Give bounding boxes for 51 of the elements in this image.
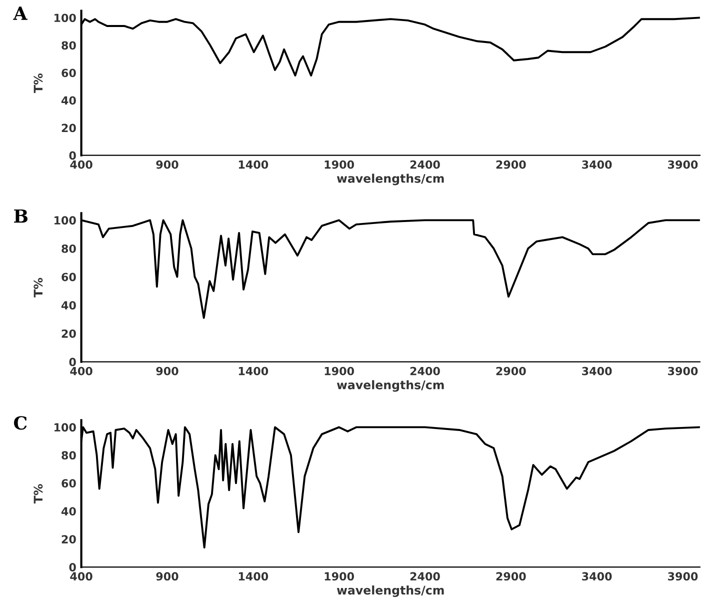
x-tick-label: 2900 — [496, 572, 526, 581]
y-tick-label: 100 — [54, 423, 76, 432]
x-tick-label: 2400 — [410, 160, 440, 169]
chart-title: A — [13, 6, 28, 20]
y-tick-label: 0 — [69, 151, 76, 160]
x-tick-label: 1900 — [324, 160, 354, 169]
x-tick-label: 1400 — [238, 160, 268, 169]
y-tick-label: 80 — [62, 244, 76, 253]
x-tick-label: 3400 — [582, 366, 612, 376]
x-tick-label: 900 — [156, 366, 178, 376]
x-tick-label: 900 — [156, 572, 178, 581]
y-tick-label: 80 — [62, 451, 76, 460]
y-axis-title: T% — [34, 484, 43, 504]
x-tick-label: 1900 — [324, 366, 354, 376]
x-tick-label: 3900 — [668, 160, 698, 169]
x-tick-label: 3900 — [668, 572, 698, 581]
x-tick-label: 2900 — [496, 366, 526, 376]
x-tick-label: 400 — [70, 366, 92, 376]
x-tick-label: 3900 — [668, 366, 698, 376]
x-axis-title: wavelengths/cm — [336, 174, 444, 186]
x-tick-label: 3400 — [582, 572, 612, 581]
y-tick-label: 60 — [62, 272, 76, 282]
x-tick-label: 400 — [70, 572, 92, 581]
y-tick-label: 20 — [62, 329, 76, 338]
x-tick-label: 2400 — [410, 572, 440, 581]
x-tick-label: 1400 — [238, 572, 268, 581]
y-tick-label: 100 — [54, 216, 76, 225]
y-axis-title: T% — [34, 74, 43, 93]
y-tick-label: 40 — [61, 96, 76, 105]
y-tick-label: 40 — [61, 507, 76, 516]
y-tick-label: 40 — [61, 301, 76, 310]
x-tick-label: 400 — [70, 160, 92, 169]
x-tick-label: 1400 — [238, 366, 268, 376]
y-tick-label: 100 — [54, 14, 76, 22]
y-tick-label: 20 — [62, 124, 76, 132]
x-tick-label: 2900 — [496, 160, 526, 169]
x-tick-label: 900 — [156, 160, 178, 169]
x-tick-label: 3400 — [582, 160, 612, 169]
x-axis-title: wavelengths/cm — [336, 380, 444, 392]
y-axis-title: T% — [34, 278, 43, 298]
x-tick-label: 1900 — [324, 572, 354, 581]
chart-title: B — [14, 209, 28, 223]
y-tick-label: 60 — [62, 68, 76, 78]
y-tick-label: 0 — [69, 563, 76, 572]
y-tick-label: 0 — [69, 358, 76, 366]
x-axis-title: wavelengths/cm — [336, 585, 444, 597]
y-tick-label: 60 — [62, 479, 76, 488]
x-tick-label: 2400 — [410, 366, 440, 376]
chart-title: C — [14, 416, 27, 430]
y-tick-label: 80 — [62, 41, 76, 50]
y-tick-label: 20 — [62, 535, 76, 544]
